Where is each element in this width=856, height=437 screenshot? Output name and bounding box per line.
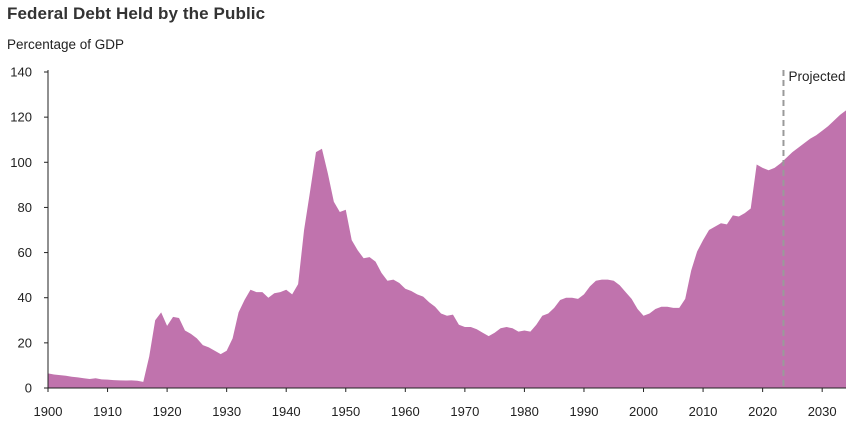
y-tick-label: 100 bbox=[10, 155, 32, 170]
y-tick-label: 20 bbox=[18, 335, 32, 350]
x-tick-label: 1930 bbox=[212, 404, 241, 419]
y-tick-label: 140 bbox=[10, 65, 32, 80]
y-tick-label: 60 bbox=[18, 245, 32, 260]
y-tick-label: 0 bbox=[25, 381, 32, 396]
x-tick-label: 1960 bbox=[391, 404, 420, 419]
x-tick-label: 1970 bbox=[450, 404, 479, 419]
y-axis-label: Percentage of GDP bbox=[7, 37, 125, 52]
y-tick-label: 80 bbox=[18, 200, 32, 215]
x-tick-label: 1990 bbox=[570, 404, 599, 419]
x-tick-label: 1940 bbox=[272, 404, 301, 419]
x-tick-label: 2000 bbox=[629, 404, 658, 419]
projected-label: Projected bbox=[788, 69, 845, 84]
x-tick-label: 1980 bbox=[510, 404, 539, 419]
x-tick-label: 2020 bbox=[748, 404, 777, 419]
x-tick-label: 1910 bbox=[93, 404, 122, 419]
y-tick-label: 120 bbox=[10, 110, 32, 125]
y-tick-label: 40 bbox=[18, 290, 32, 305]
x-tick-label: 1920 bbox=[153, 404, 182, 419]
chart-title: Federal Debt Held by the Public bbox=[7, 4, 266, 23]
x-tick-label: 2030 bbox=[808, 404, 837, 419]
x-tick-label: 2010 bbox=[689, 404, 718, 419]
x-tick-label: 1900 bbox=[34, 404, 63, 419]
debt-area-series bbox=[48, 110, 846, 389]
x-tick-label: 1950 bbox=[331, 404, 360, 419]
